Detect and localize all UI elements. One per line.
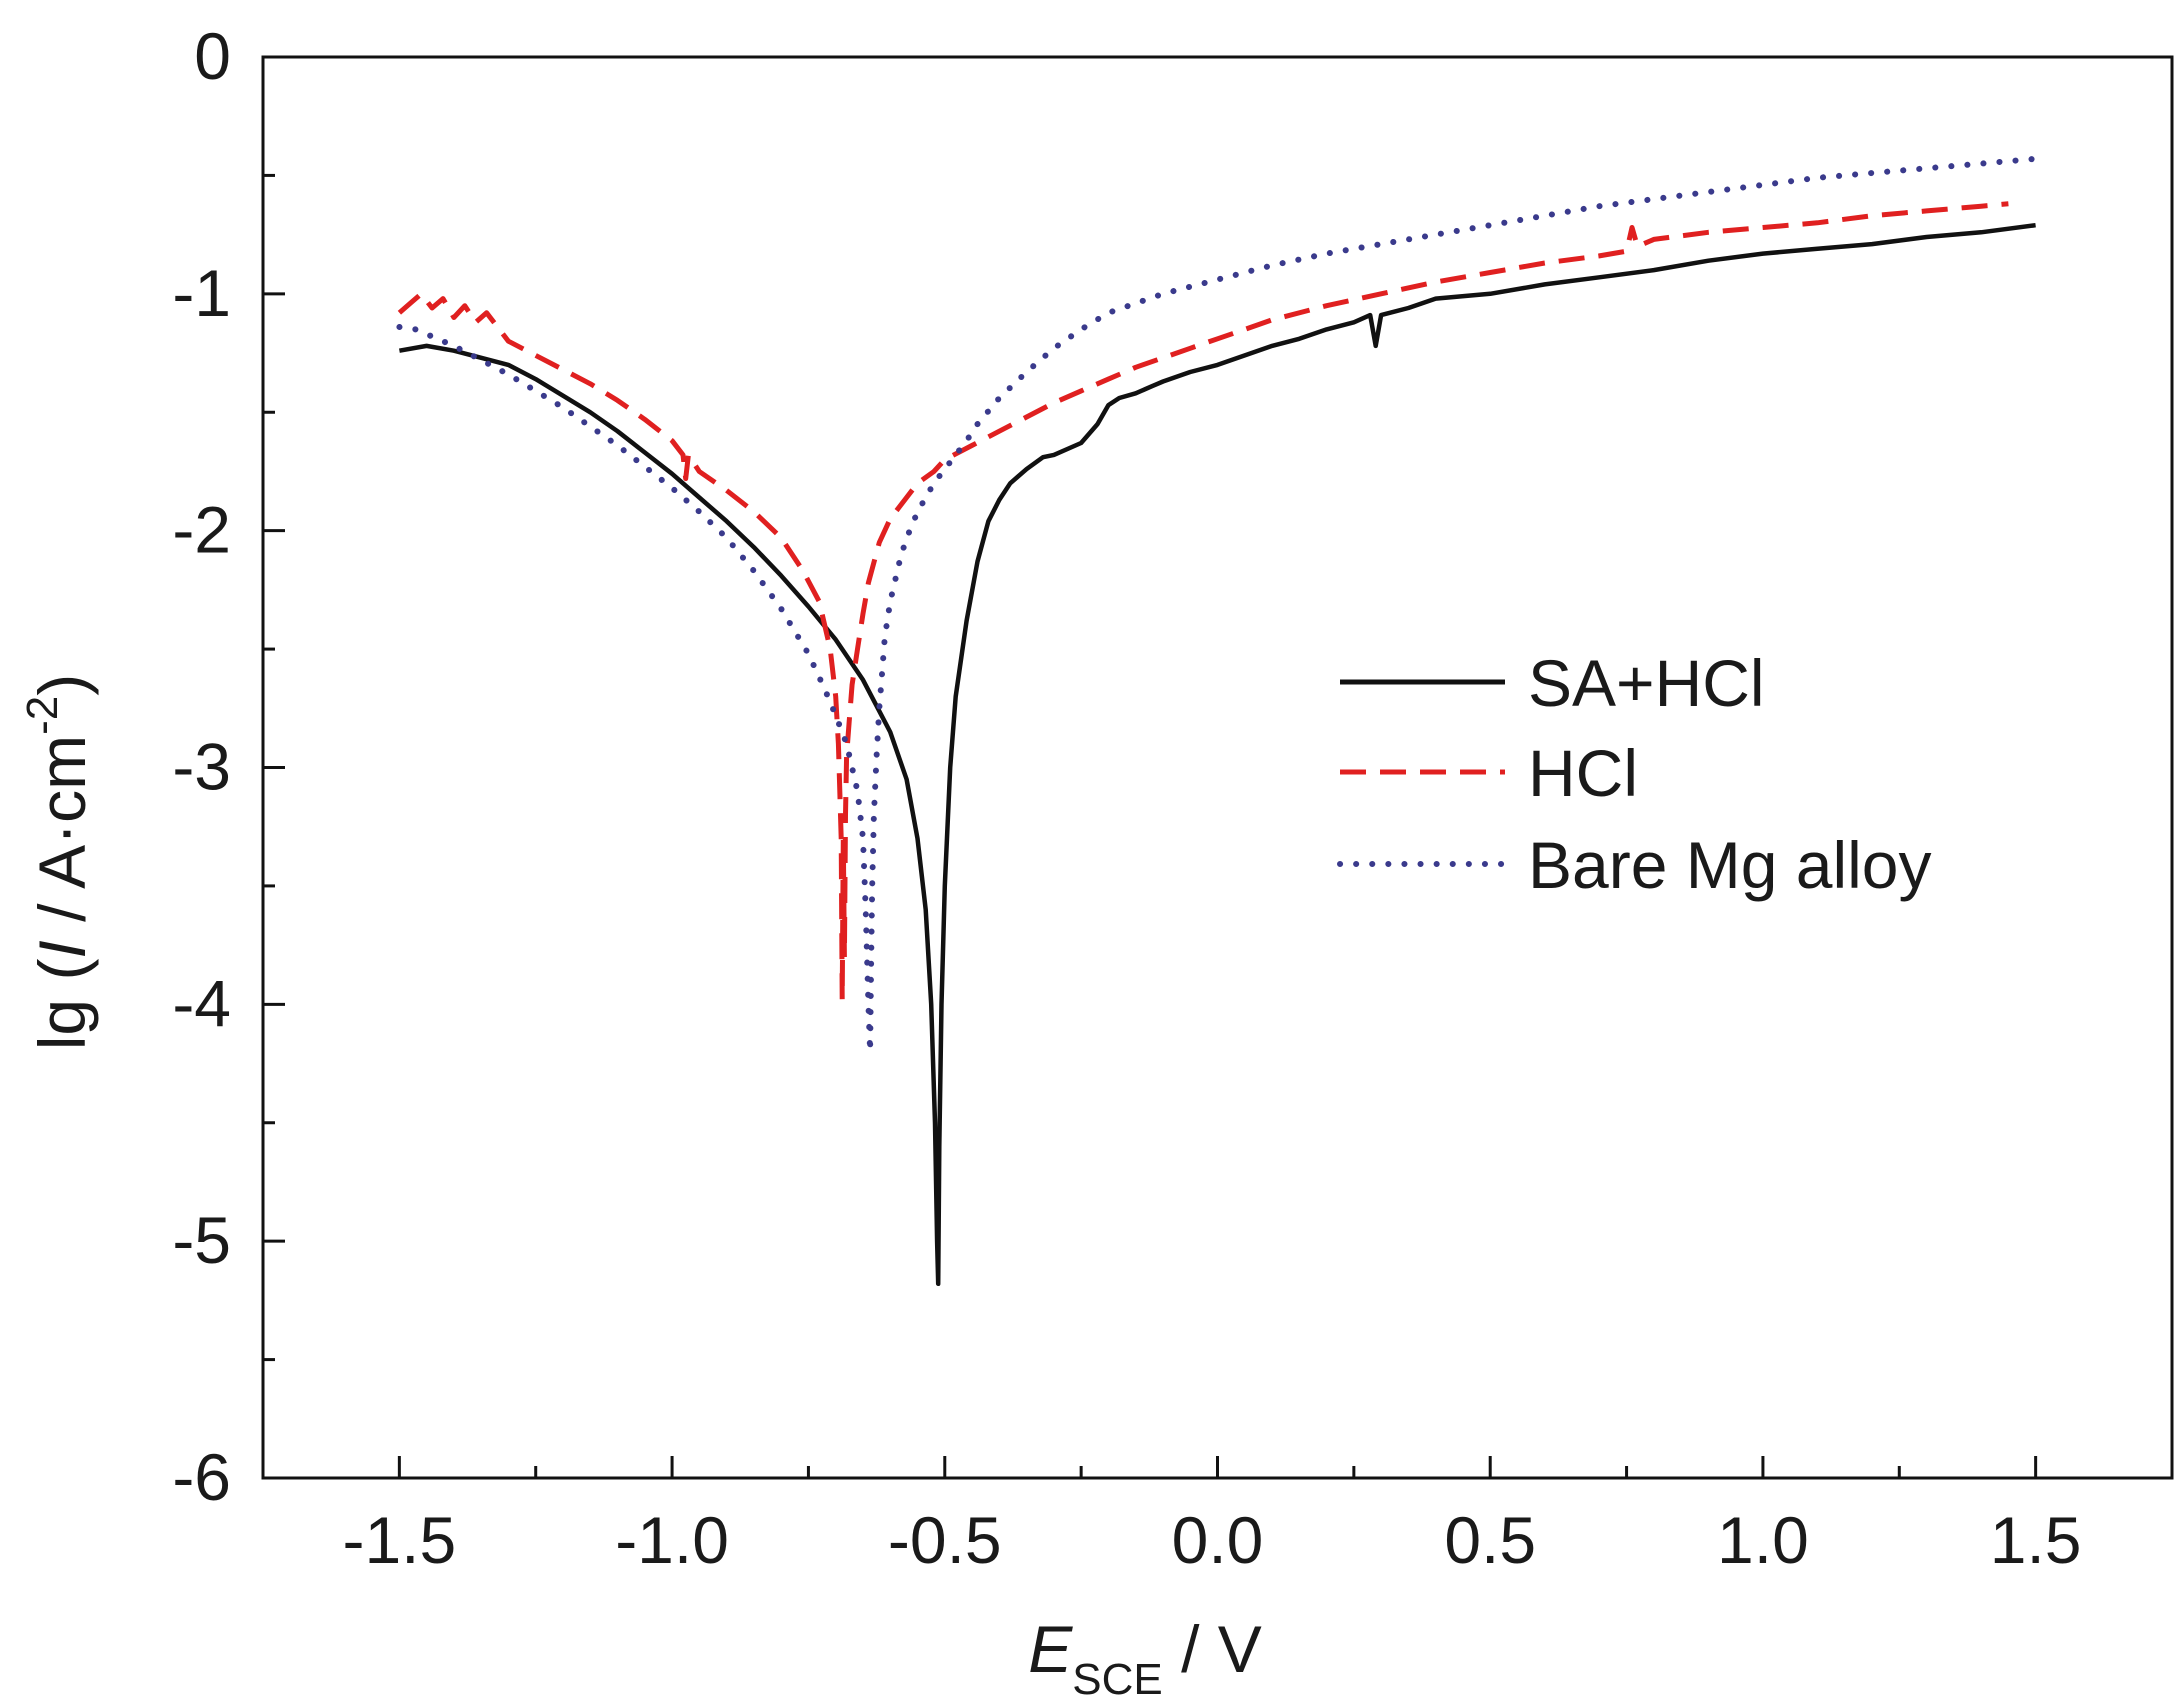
legend-label-bare-mg: Bare Mg alloy: [1528, 828, 1932, 902]
y-tick-label: -6: [172, 1440, 231, 1514]
series-line-bare-mg-alloy: [396, 155, 2039, 1055]
series-layer: [396, 155, 2039, 1287]
x-tick-label: -1.0: [615, 1503, 729, 1577]
y-tick-label: -3: [172, 730, 231, 804]
x-tick-label: 0.0: [1172, 1503, 1264, 1577]
major-ticks: [263, 55, 2038, 1480]
x-tick-labels: -1.5 -1.0 -0.5 0.0 0.5 1.0 1.5: [342, 1503, 2081, 1577]
x-tick-label: -1.5: [342, 1503, 456, 1577]
legend-label-sa-hcl: SA+HCl: [1528, 646, 1765, 720]
plot-frame: [261, 55, 2174, 1480]
x-tick-label: 1.0: [1717, 1503, 1809, 1577]
y-tick-label: 0: [194, 19, 231, 93]
x-axis-title: ESCE / V: [1028, 1612, 1262, 1704]
y-axis-title: lg (I / A·cm-2): [18, 674, 99, 1051]
x-tick-label: -0.5: [888, 1503, 1002, 1577]
y-tick-label: -5: [172, 1203, 231, 1277]
x-tick-label: 1.5: [1990, 1503, 2082, 1577]
series-line-hcl: [397, 201, 2009, 1003]
legend: SA+HCl HCl Bare Mg alloy: [1337, 646, 1932, 902]
x-tick-label: 0.5: [1444, 1503, 1536, 1577]
y-tick-label: -4: [172, 966, 231, 1040]
minor-ticks: [263, 173, 1901, 1478]
y-tick-labels: 0 -1 -2 -3 -4 -5 -6: [172, 19, 231, 1514]
y-tick-label: -1: [172, 256, 231, 330]
legend-label-hcl: HCl: [1528, 736, 1638, 810]
y-tick-label: -2: [172, 493, 231, 567]
series-line-sa-hcl: [399, 222, 2036, 1287]
